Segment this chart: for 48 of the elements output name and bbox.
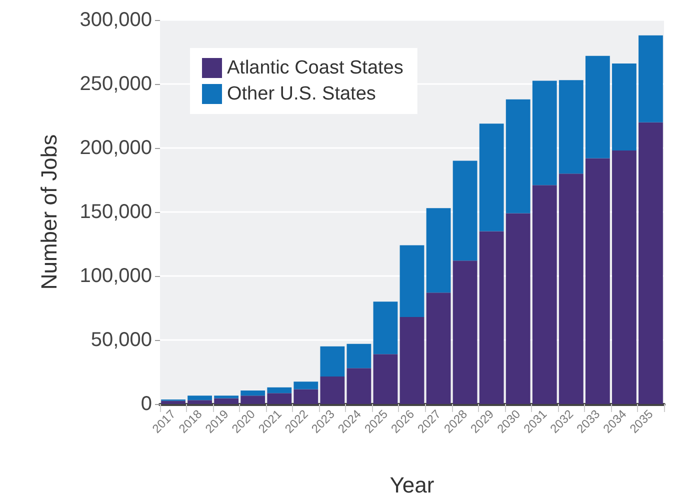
bar [426, 292, 451, 404]
bar [532, 185, 557, 404]
bar [346, 368, 372, 404]
bar [267, 393, 292, 404]
bar [426, 208, 451, 293]
y-tick-label: 50,000 [90, 329, 152, 351]
bar [585, 158, 610, 404]
bar [452, 260, 478, 404]
bar [638, 122, 663, 404]
bar [188, 396, 212, 400]
y-tick-label: 100,000 [80, 265, 152, 287]
bar [400, 245, 424, 317]
legend-label: Atlantic Coast States [227, 58, 404, 78]
x-axis-title: Year [390, 472, 434, 498]
bar [373, 302, 398, 354]
y-tick-label: 300,000 [80, 9, 152, 31]
bar [373, 354, 398, 404]
bar [188, 400, 212, 404]
bar [400, 316, 424, 404]
bar [240, 390, 266, 396]
bar [294, 389, 318, 404]
bar [612, 150, 636, 404]
bar [346, 344, 372, 368]
legend-label: Other U.S. States [227, 84, 376, 104]
bar [506, 213, 530, 404]
bar [161, 400, 186, 404]
y-axis-title: Number of Jobs [36, 134, 62, 290]
bar [214, 396, 239, 398]
bar [558, 80, 584, 174]
bar [452, 160, 478, 261]
bar [585, 56, 610, 158]
bar [612, 64, 636, 151]
bar [240, 396, 266, 404]
bar [638, 35, 663, 122]
y-tick-label: 150,000 [80, 201, 152, 223]
bar [320, 376, 345, 404]
y-tick-label: 250,000 [80, 73, 152, 95]
bar [558, 174, 584, 404]
bar [479, 124, 504, 232]
bar [294, 382, 318, 390]
bar [532, 80, 557, 186]
y-tick-label: 0 [140, 393, 152, 415]
bar [320, 346, 345, 376]
bar [267, 387, 292, 394]
y-tick-label: 200,000 [80, 137, 152, 159]
bar [479, 231, 504, 404]
bar [506, 99, 530, 214]
bar [214, 398, 239, 404]
